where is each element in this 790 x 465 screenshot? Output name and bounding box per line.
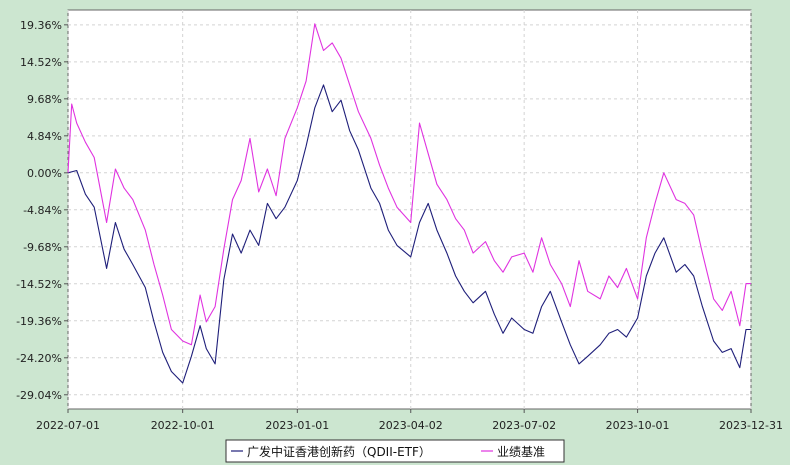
x-tick-label: 2023-10-01 (606, 419, 670, 432)
x-tick-label: 2023-12-31 (719, 419, 783, 432)
y-tick-label: 0.00% (27, 167, 62, 180)
y-tick-label: 4.84% (27, 130, 62, 143)
y-tick-label: -14.52% (16, 278, 62, 291)
y-tick-label: -24.20% (16, 352, 62, 365)
x-tick-label: 2023-01-01 (265, 419, 329, 432)
x-tick-label: 2023-04-02 (379, 419, 443, 432)
legend-label-fund: 广发中证香港创新药（QDII-ETF） (247, 444, 431, 459)
y-tick-label: 14.52% (20, 56, 62, 69)
x-tick-label: 2022-10-01 (151, 419, 215, 432)
legend-label-benchmark: 业绩基准 (497, 445, 545, 459)
series-line-fund (67, 84, 751, 384)
axis-layer: 19.36% 14.52% 9.68% 4.84% 0.00% -4.84% -9.68% -… (16, 19, 783, 432)
x-tick-label: 2023-07-02 (492, 419, 556, 432)
legend: 广发中证香港创新药（QDII-ETF） 业绩基准 (225, 439, 565, 463)
series-layer (67, 23, 751, 384)
series-line-benchmark (67, 23, 751, 346)
y-tick-label: 19.36% (20, 19, 62, 32)
y-tick-label: 9.68% (27, 93, 62, 106)
y-tick-label: -29.04% (16, 389, 62, 402)
x-tick-label: 2022-07-01 (36, 419, 100, 432)
y-tick-label: -9.68% (23, 241, 62, 254)
y-tick-label: -19.36% (16, 315, 62, 328)
grid-layer (67, 10, 752, 409)
legend-box (225, 439, 565, 463)
y-tick-label: -4.84% (23, 204, 62, 217)
